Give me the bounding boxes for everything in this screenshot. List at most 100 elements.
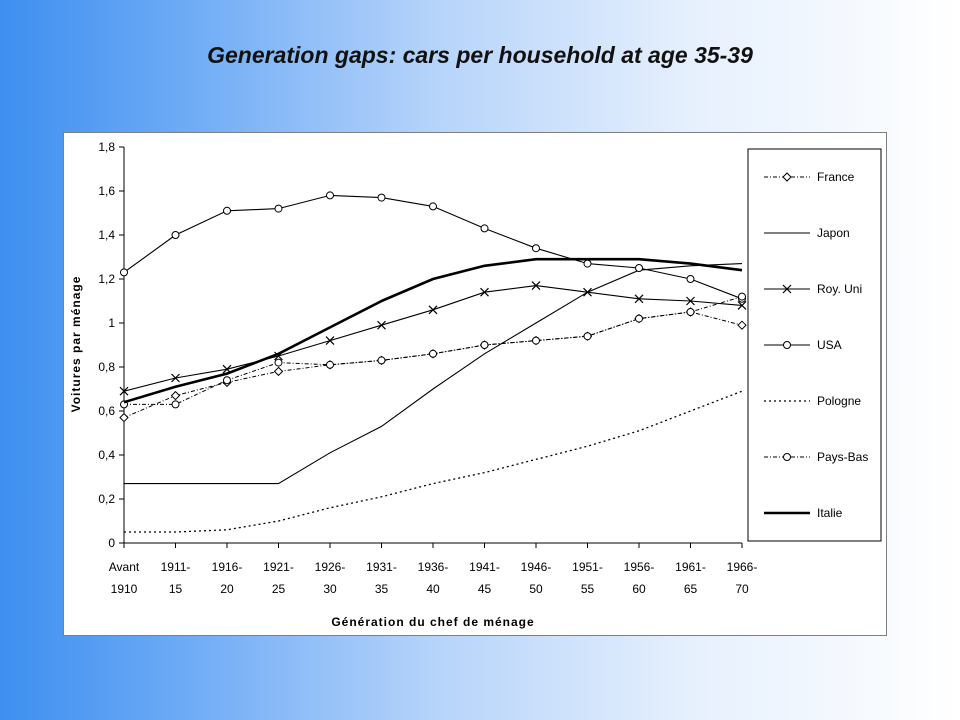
y-tick-label: 0,8: [98, 360, 115, 374]
data-point: [377, 193, 386, 202]
legend-label: France: [817, 170, 855, 184]
data-point: [119, 386, 129, 396]
data-point: [429, 202, 437, 211]
data-point: [532, 336, 540, 345]
legend-label: USA: [817, 338, 842, 352]
data-point: [532, 244, 540, 253]
data-point: [171, 373, 180, 383]
data-point: [325, 336, 335, 346]
data-point: [583, 259, 592, 268]
data-point: [737, 300, 747, 310]
data-point: [782, 172, 792, 182]
x-tick-label: 1966-70: [727, 560, 758, 596]
data-point: [783, 341, 791, 349]
x-tick-label: 1961-65: [675, 560, 706, 596]
series-italie: [123, 257, 743, 404]
data-point: [120, 268, 128, 277]
x-tick-label: 1931-35: [366, 560, 397, 596]
series-group: [119, 191, 747, 533]
x-tick-label: 1926-30: [315, 560, 346, 596]
series-line-usa: [123, 194, 743, 300]
data-point: [428, 305, 438, 315]
data-point: [377, 356, 386, 365]
data-point: [326, 360, 334, 369]
x-axis-title: Génération du chef de ménage: [331, 615, 534, 629]
y-tick-label: 1,2: [98, 272, 115, 286]
data-point: [119, 412, 129, 423]
series-roy-uni: [119, 281, 747, 396]
data-point: [783, 453, 791, 461]
data-point: [480, 287, 489, 297]
data-point: [171, 400, 180, 409]
y-tick-label: 1: [108, 316, 115, 330]
y-tick-label: 0,4: [98, 448, 115, 462]
series-line-pologne: [124, 390, 743, 533]
data-point: [274, 358, 283, 367]
line-chart: 0 0,2 0,4 0,6 0,8 1 1,2 1,4 1,6 1,8 Avant 1910 1911…: [69, 140, 882, 629]
y-axis-title: Voitures par ménage: [69, 276, 83, 413]
x-tick-label: 1911-15: [161, 560, 191, 596]
data-point: [480, 341, 489, 349]
x-tick-label: 1921-25: [263, 560, 294, 596]
legend-item-roy-uni: Roy. Uni: [764, 282, 862, 296]
legend: France Japon Roy. Uni USA Pologne Pays-Bas Ita…: [747, 148, 882, 542]
legend-item-pays-bas: Pays-Bas: [764, 450, 868, 464]
data-point: [686, 308, 695, 316]
x-tick-label: 1951-55: [572, 560, 603, 596]
series-line-japon: [124, 263, 743, 485]
x-tick-labels: Avant 1910 1911-15 1916-20 1921-25 1926-30 193…: [109, 543, 758, 596]
legend-label: Japon: [817, 226, 850, 240]
y-tick-labels: 0 0,2 0,4 0,6 0,8 1 1,2 1,4 1,6 1,8: [98, 140, 124, 550]
data-point: [274, 204, 283, 213]
series-japon: [124, 263, 743, 485]
data-point: [480, 224, 489, 233]
y-tick-label: 0: [108, 536, 115, 550]
data-point: [635, 314, 643, 323]
series-usa: [120, 191, 746, 303]
legend-label: Roy. Uni: [817, 282, 862, 296]
data-point: [531, 281, 541, 291]
y-tick-label: 0,6: [98, 404, 115, 418]
data-point: [223, 206, 231, 215]
data-point: [686, 275, 695, 283]
x-tick-label: 1916-20: [212, 560, 243, 596]
data-point: [686, 296, 695, 306]
series-line-france: [123, 311, 743, 419]
data-point: [223, 376, 231, 385]
data-point: [782, 284, 792, 294]
legend-item-france: France: [764, 170, 855, 184]
slide-title: Generation gaps: cars per household at a…: [207, 42, 753, 68]
data-point: [171, 231, 180, 239]
data-point: [326, 191, 334, 200]
series-line-italie: [123, 257, 743, 404]
legend-label: Italie: [817, 506, 843, 520]
chart-frame: 0 0,2 0,4 0,6 0,8 1 1,2 1,4 1,6 1,8 Avant 1910 1911…: [63, 132, 887, 636]
data-point: [429, 349, 437, 358]
y-tick-label: 1,6: [98, 184, 115, 198]
legend-item-usa: USA: [764, 338, 842, 352]
x-tick-label: 1956-60: [624, 560, 655, 596]
data-point: [583, 287, 592, 297]
data-point: [737, 320, 747, 330]
legend-label: Pologne: [817, 394, 861, 408]
x-tick-label: 1941-45: [469, 560, 500, 596]
legend-item-japon: Japon: [764, 226, 850, 240]
y-tick-label: 1,8: [98, 140, 115, 154]
y-tick-label: 1,4: [98, 228, 115, 242]
data-point: [273, 366, 284, 377]
y-tick-label: 0,2: [98, 492, 115, 506]
legend-item-italie: Italie: [764, 506, 843, 520]
x-tick-label: 1936-40: [418, 560, 449, 596]
data-point: [583, 332, 592, 341]
series-pays-bas: [120, 292, 746, 409]
x-tick-label: 1946-50: [521, 560, 552, 596]
series-pologne: [124, 390, 743, 533]
x-tick-label: Avant 1910: [109, 560, 140, 596]
legend-label: Pays-Bas: [817, 450, 868, 464]
data-point: [635, 264, 643, 272]
data-point: [170, 390, 181, 401]
legend-item-pologne: Pologne: [764, 394, 861, 408]
data-point: [738, 292, 746, 301]
series-france: [119, 307, 747, 423]
data-point: [377, 320, 386, 330]
